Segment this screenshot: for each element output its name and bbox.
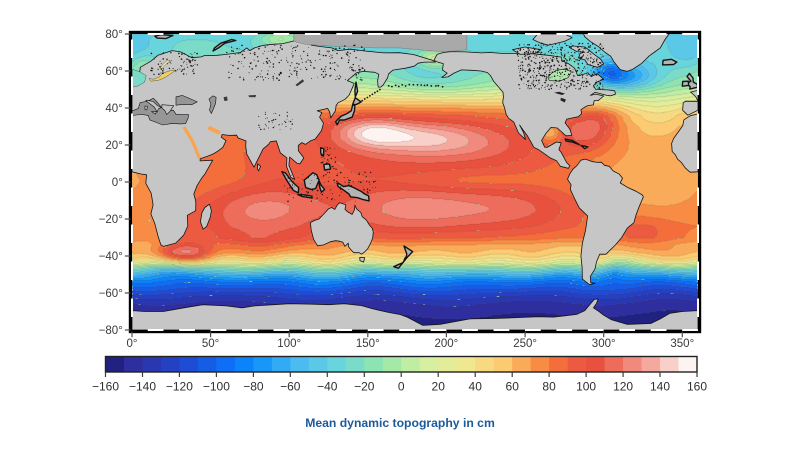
svg-text:200°: 200° xyxy=(435,338,459,350)
svg-text:100: 100 xyxy=(576,380,596,394)
svg-text:−40: −40 xyxy=(317,380,338,394)
svg-text:−20: −20 xyxy=(354,380,375,394)
svg-text:250°: 250° xyxy=(513,338,537,350)
svg-text:150°: 150° xyxy=(356,338,380,350)
svg-text:0°: 0° xyxy=(112,177,123,189)
svg-text:120: 120 xyxy=(613,380,633,394)
svg-text:40°: 40° xyxy=(105,103,122,115)
svg-text:300°: 300° xyxy=(592,338,616,350)
svg-text:140: 140 xyxy=(650,380,670,394)
svg-text:−60°: −60° xyxy=(99,288,123,300)
svg-text:−100: −100 xyxy=(203,380,230,394)
svg-text:−20°: −20° xyxy=(99,214,123,226)
svg-text:−120: −120 xyxy=(166,380,193,394)
svg-text:50°: 50° xyxy=(202,338,219,350)
svg-text:80°: 80° xyxy=(105,29,122,41)
svg-text:20: 20 xyxy=(432,380,446,394)
svg-text:−160: −160 xyxy=(92,380,119,394)
svg-text:−140: −140 xyxy=(129,380,156,394)
svg-text:−40°: −40° xyxy=(99,251,123,263)
svg-text:100°: 100° xyxy=(277,338,301,350)
svg-text:−60: −60 xyxy=(280,380,301,394)
svg-text:350°: 350° xyxy=(670,338,694,350)
svg-text:−80: −80 xyxy=(243,380,264,394)
svg-text:0°: 0° xyxy=(127,338,138,350)
svg-text:60: 60 xyxy=(506,380,520,394)
svg-text:0: 0 xyxy=(398,380,405,394)
svg-text:160: 160 xyxy=(687,380,707,394)
svg-text:40: 40 xyxy=(469,380,483,394)
svg-text:−80°: −80° xyxy=(99,325,123,337)
svg-text:Mean dynamic topography in cm: Mean dynamic topography in cm xyxy=(305,416,495,430)
svg-text:80: 80 xyxy=(542,380,556,394)
svg-text:60°: 60° xyxy=(105,66,122,78)
svg-text:20°: 20° xyxy=(105,140,122,152)
